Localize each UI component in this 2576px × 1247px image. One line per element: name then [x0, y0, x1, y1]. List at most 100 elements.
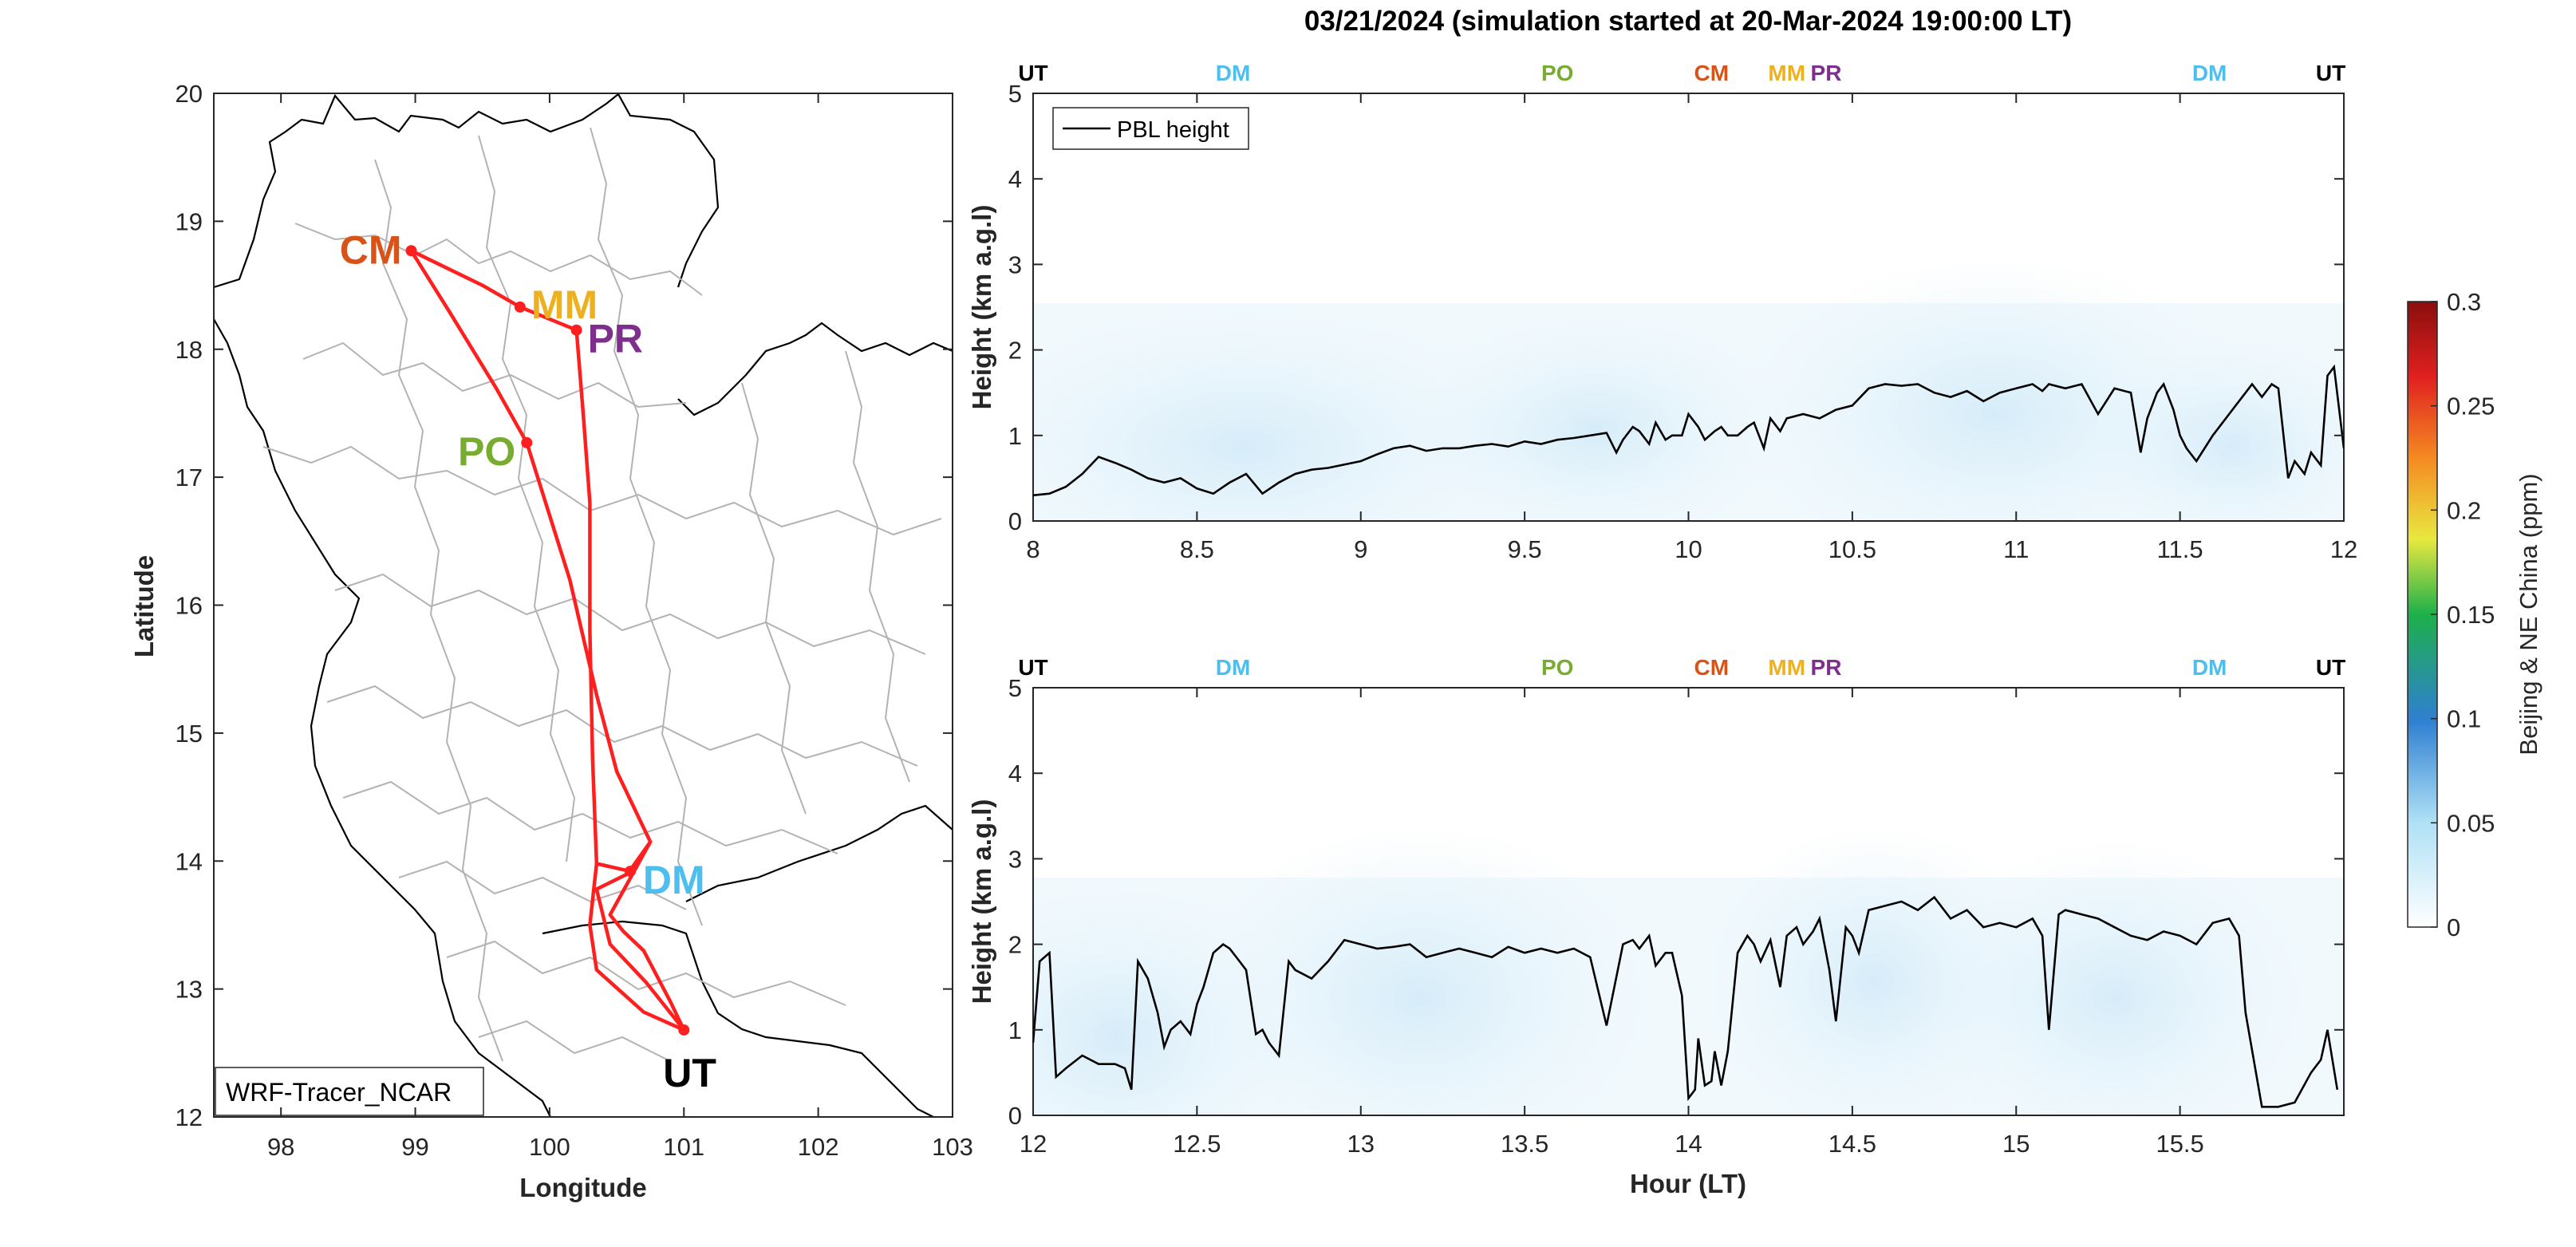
site-label-cm: CM [340, 227, 402, 272]
x-tick-label: 12.5 [1173, 1130, 1221, 1158]
pbl-height-line [1033, 895, 2339, 1108]
site-marker-ut [678, 1024, 690, 1036]
site-marker-cm [405, 245, 417, 257]
province-line [262, 445, 942, 536]
legend-label: PBL height [1117, 117, 1229, 143]
top-site-label-po: PO [1541, 61, 1573, 85]
map-y-axis-label: Latitude [129, 555, 159, 657]
province-line [374, 159, 503, 1062]
top-site-label-cm: CM [1694, 61, 1729, 85]
site-marker-po [521, 436, 533, 448]
top-site-label-dm: DM [2192, 655, 2227, 680]
legend: PBL height [1052, 107, 1249, 150]
x-tick-label: 13.5 [1501, 1130, 1548, 1158]
y-tick-label: 18 [176, 336, 203, 364]
province-line [342, 780, 838, 854]
top-site-label-dm: DM [1216, 655, 1251, 680]
colorbar-tick-label: 0.05 [2447, 809, 2495, 837]
top-site-label-ut: UT [2316, 655, 2345, 680]
flight-route [409, 249, 686, 1032]
top-site-label-pr: PR [1811, 655, 1842, 680]
colorbar-tick-label: 0.25 [2447, 393, 2495, 420]
western-border-south [214, 318, 551, 1117]
site-label-pr: PR [588, 317, 643, 361]
western-border-line [214, 93, 720, 289]
map-x-axis-label: Longitude [519, 1173, 646, 1202]
province-line [478, 135, 576, 862]
province-line [590, 127, 703, 926]
x-tick-label: 102 [798, 1133, 839, 1161]
top-site-label-mm: MM [1768, 61, 1805, 85]
site-marker-mm [514, 301, 526, 313]
top-site-label-po: PO [1541, 655, 1573, 680]
panel-2-x-axis-label: Hour (LT) [1630, 1169, 1746, 1198]
panel-2-site-labels: UT DM PO CM MM PR DM UT [1018, 655, 2345, 680]
panel-1-y-ticks: 0 1 2 3 4 5 [1008, 80, 2344, 535]
province-borders [262, 127, 942, 1062]
panel-2-y-axis-label: Height (km a.g.l) [967, 799, 996, 1004]
province-line [446, 940, 846, 1006]
y-tick-label: 5 [1008, 674, 1022, 702]
top-site-label-pr: PR [1811, 61, 1842, 85]
province-line [478, 1020, 671, 1062]
y-tick-label: 20 [176, 80, 203, 108]
site-markers [405, 245, 690, 1036]
top-site-label-ut: UT [1018, 655, 1047, 680]
colorbar-tick-label: 0.3 [2447, 288, 2481, 316]
panel-1-x-ticks: 8 8.5 9 9.5 10 10.5 11 11.5 12 [1026, 93, 2357, 563]
top-site-label-mm: MM [1768, 655, 1805, 680]
x-tick-label: 10.5 [1828, 535, 1876, 563]
x-tick-label: 14 [1675, 1130, 1702, 1158]
y-tick-label: 1 [1008, 422, 1022, 450]
panel-2-y-ticks: 0 1 2 3 4 5 [1008, 674, 2344, 1130]
y-tick-label: 12 [176, 1103, 203, 1131]
colorbar-tick-label: 0.1 [2447, 705, 2481, 733]
top-site-label-ut: UT [2316, 61, 2345, 85]
y-tick-label: 17 [176, 464, 203, 491]
y-tick-label: 14 [176, 847, 203, 875]
eastern-border-line [677, 322, 953, 416]
colorbar-tick-label: 0.15 [2447, 601, 2495, 629]
pbl-height-line [1033, 364, 2344, 497]
x-tick-label: 12 [2330, 535, 2357, 563]
cambodia-border-line [685, 804, 953, 902]
panel-1-tracer-shading [1033, 255, 2344, 521]
x-tick-label: 9 [1354, 535, 1367, 563]
y-tick-label: 19 [176, 207, 203, 235]
site-label-po: PO [458, 429, 515, 474]
country-borders [214, 93, 953, 1117]
panel-1-site-labels: UT DM PO CM MM PR DM UT [1018, 61, 2345, 85]
top-site-label-dm: DM [1216, 61, 1251, 85]
x-tick-label: 10 [1675, 535, 1702, 563]
site-label-dm: DM [643, 858, 705, 902]
y-tick-label: 2 [1008, 931, 1022, 959]
x-tick-label: 15 [2002, 1130, 2030, 1158]
x-tick-label: 101 [663, 1133, 704, 1161]
map-y-ticks: 12 13 14 15 16 17 18 19 20 [176, 80, 953, 1131]
coastline [542, 920, 934, 1117]
panel-2-x-ticks: 12 12.5 13 13.5 14 14.5 15 15.5 [1020, 688, 2204, 1158]
site-marker-pr [570, 324, 582, 336]
y-tick-label: 3 [1008, 845, 1022, 873]
panel-2-tracer-shading [1033, 822, 2344, 1115]
province-line [302, 341, 687, 408]
y-tick-label: 0 [1008, 507, 1022, 535]
x-tick-label: 14.5 [1828, 1130, 1876, 1158]
top-site-label-ut: UT [1018, 61, 1047, 85]
province-line [398, 860, 687, 910]
site-label-mm: MM [531, 282, 598, 327]
colorbar: 0 0.05 0.1 0.15 0.2 0.25 0.3 Beijing & NE Chin… [2407, 288, 2542, 941]
source-label: WRF-Tracer_NCAR [226, 1078, 452, 1107]
y-tick-label: 15 [176, 720, 203, 748]
site-label-ut: UT [663, 1051, 716, 1095]
y-tick-label: 3 [1008, 251, 1022, 278]
y-tick-label: 0 [1008, 1102, 1022, 1130]
source-box: WRF-Tracer_NCAR [215, 1067, 484, 1116]
top-site-label-cm: CM [1694, 655, 1729, 680]
y-tick-label: 4 [1008, 165, 1022, 193]
